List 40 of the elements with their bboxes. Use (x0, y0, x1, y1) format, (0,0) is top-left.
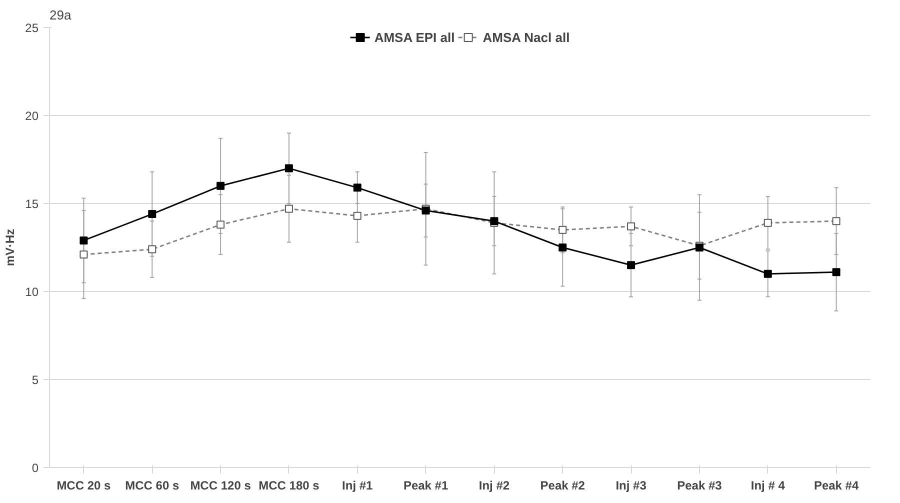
point (832, 268, 840, 276)
point (284, 164, 293, 172)
point (148, 210, 156, 218)
y-axis-title: mV·Hz (3, 228, 18, 266)
point (148, 245, 156, 254)
point (216, 182, 225, 190)
x-tick-label: Inj #3 (616, 478, 647, 492)
x-tick-label: Inj #2 (478, 478, 510, 492)
point (558, 244, 567, 252)
point (627, 261, 636, 270)
text: 29a (50, 8, 72, 22)
x-tick-label: Inj # 4 (750, 478, 786, 492)
point (832, 217, 840, 226)
point (80, 250, 88, 259)
y-tick-label: 10 (25, 285, 39, 299)
x-tick-label: Peak #1 (403, 478, 448, 492)
x-tick-label: MCC 180 s (258, 478, 320, 492)
point (353, 184, 362, 192)
y-tick-label: 5 (32, 373, 39, 387)
x-tick-label: MCC 60 s (125, 478, 180, 492)
legend-label: AMSA Nacl all (482, 30, 570, 44)
point (284, 204, 293, 213)
y-tick-label: 20 (25, 109, 39, 123)
y-tick-label: 25 (25, 21, 39, 35)
point (627, 222, 636, 230)
point (764, 218, 772, 227)
x-tick-label: MCC 120 s (190, 478, 252, 492)
point (353, 212, 362, 220)
x-tick-label: Inj #1 (342, 478, 374, 492)
y-tick-label: 0 (32, 461, 39, 475)
x-tick-label: MCC 20 s (56, 478, 112, 492)
point (80, 236, 88, 244)
y-tick-label: 15 (25, 197, 39, 211)
point (764, 270, 772, 278)
point (216, 220, 225, 229)
x-tick-label: Peak #4 (814, 478, 859, 492)
legend-label: AMSA EPI all (374, 30, 455, 44)
x-tick-label: Peak #3 (677, 478, 722, 492)
point (558, 226, 567, 234)
x-tick-label: Peak #2 (540, 478, 586, 492)
